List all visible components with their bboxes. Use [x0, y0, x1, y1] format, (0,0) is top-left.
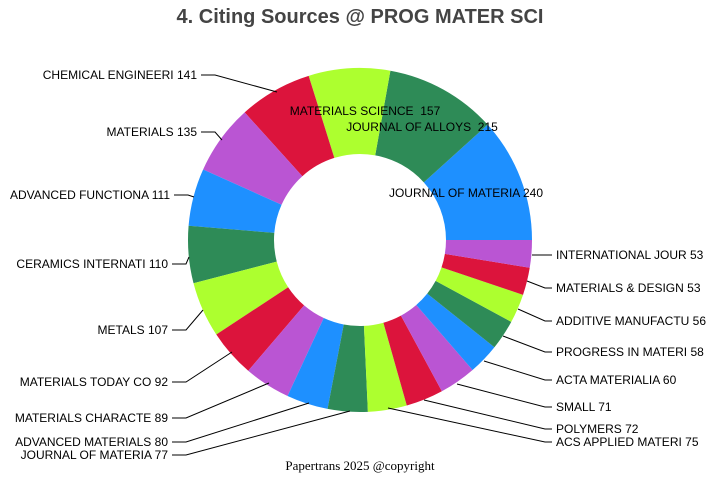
leader-line [172, 382, 270, 419]
donut-slice [244, 75, 335, 177]
leader-line [423, 399, 552, 430]
leader-line [172, 410, 351, 456]
donut-slices [187, 68, 532, 412]
leader-line [201, 74, 278, 93]
copyright-footer: Papertrans 2025 @copyright [285, 458, 435, 473]
slice-label: MATERIALS TODAY CO 92 [20, 375, 169, 389]
leader-line [174, 194, 195, 198]
slice-label: ACTA MATERIALIA 60 [556, 373, 677, 387]
donut-slice [187, 225, 277, 284]
leader-line [172, 309, 204, 331]
slice-labels: JOURNAL OF MATERIA 240 JOURNAL OF ALLOYS … [10, 68, 706, 462]
leader-line [526, 280, 552, 289]
slice-label: ADVANCED FUNCTIONA 111 [10, 188, 170, 202]
slice-label: JOURNAL OF MATERIA 240 [389, 186, 543, 200]
slice-label: CHEMICAL ENGINEERI 141 [43, 68, 198, 82]
slice-label: POLYMERS 72 [556, 422, 639, 436]
leader-line [483, 360, 552, 381]
leader-line [172, 256, 190, 265]
donut-slice [188, 169, 282, 233]
leader-line [387, 407, 552, 443]
leader-line [201, 131, 223, 141]
slice-label: INTERNATIONAL JOUR 53 [556, 248, 704, 262]
leader-line [172, 351, 233, 383]
leader-line [502, 335, 552, 353]
donut-slice [287, 317, 344, 409]
donut-slice [435, 267, 524, 322]
slice-label: ACS APPLIED MATERI 75 [556, 435, 699, 449]
donut-slice [427, 280, 512, 348]
leader-line [172, 402, 310, 443]
chart-title: 4. Citing Sources @ PROG MATER SCI [176, 6, 544, 28]
slice-label: METALS 107 [98, 323, 169, 337]
slice-label: MATERIALS SCIENCE 157 [290, 104, 441, 118]
donut-slice [363, 322, 407, 412]
slice-label: JOURNAL OF MATERIA 77 [21, 448, 169, 462]
donut-slice [308, 68, 391, 158]
slice-label: JOURNAL OF ALLOYS 215 [346, 120, 498, 134]
slice-label: MATERIALS 135 [107, 125, 198, 139]
donut-slice [216, 287, 305, 371]
leader-line [517, 308, 552, 322]
donut-slice [416, 293, 495, 371]
donut-slice [400, 305, 473, 392]
donut-slice [327, 324, 368, 412]
slice-label: SMALL 71 [556, 400, 612, 414]
donut-slice [375, 70, 488, 183]
donut-slice [193, 261, 289, 335]
donut-slice [444, 240, 532, 268]
donut-slice [203, 112, 303, 205]
leader-lines [172, 74, 552, 456]
slice-label: PROGRESS IN MATERI 58 [556, 345, 704, 359]
donut-slice [383, 315, 442, 406]
slice-label: MATERIALS & DESIGN 53 [556, 281, 701, 295]
slice-label: ADVANCED MATERIALS 80 [15, 435, 168, 449]
slice-label: MATERIALS CHARACTE 89 [15, 411, 168, 425]
slice-label: ADDITIVE MANUFACTU 56 [556, 314, 706, 328]
donut-slice [423, 124, 532, 240]
donut-slice [248, 305, 324, 396]
slice-label: CERAMICS INTERNATI 110 [16, 257, 168, 271]
leader-line [456, 383, 552, 408]
donut-slice [441, 253, 530, 295]
